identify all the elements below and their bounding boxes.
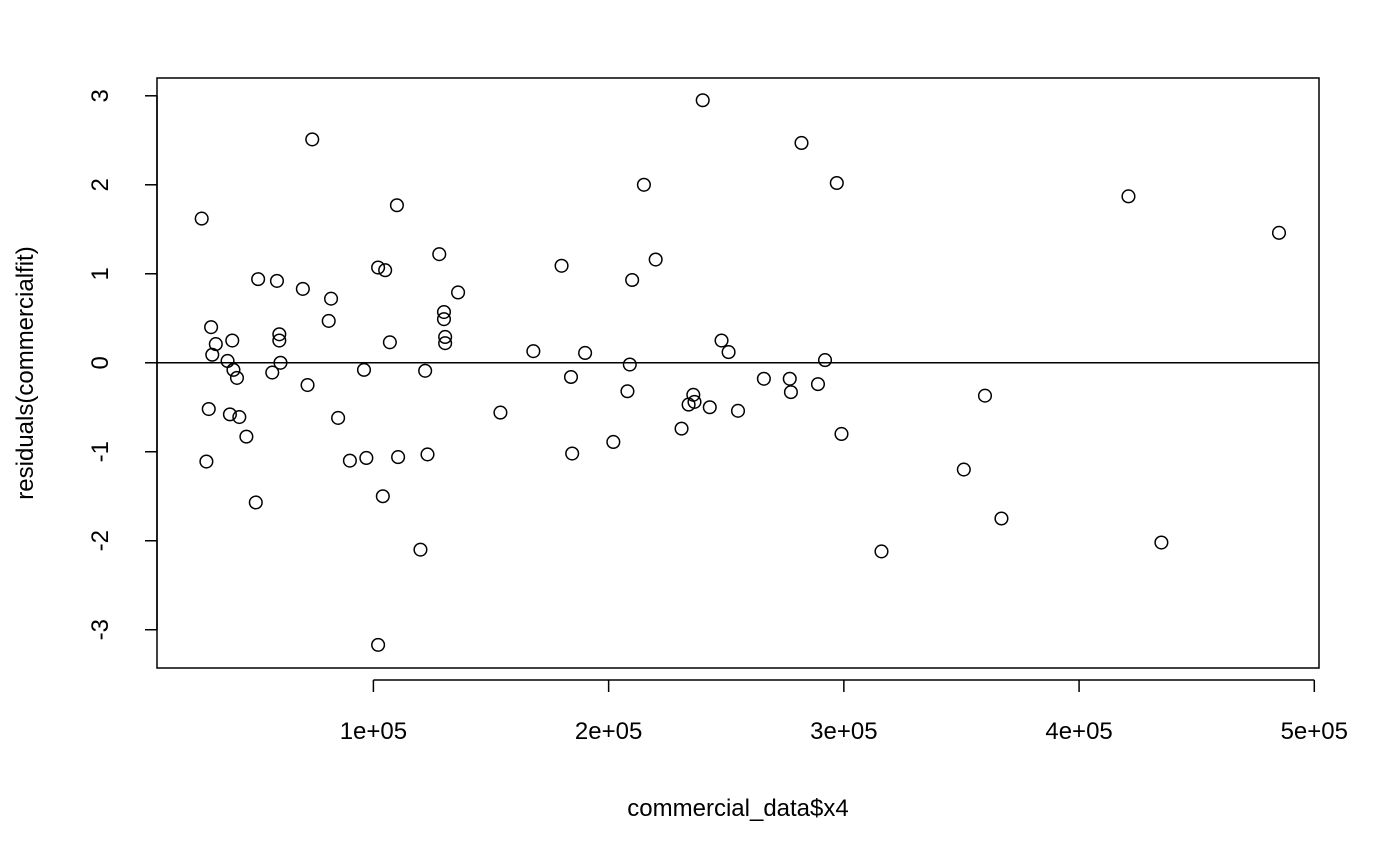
data-point (783, 385, 798, 400)
data-point (356, 362, 372, 377)
data-point (695, 93, 710, 108)
y-tick-label: -2 (87, 530, 114, 551)
data-point (1121, 189, 1136, 204)
data-point (239, 429, 254, 444)
data-point (606, 434, 621, 450)
data-point (438, 329, 453, 345)
data-point (702, 400, 717, 415)
y-axis-title: residuals(commercialfit) (12, 246, 39, 499)
data-point (620, 384, 635, 399)
data-point (321, 313, 336, 328)
y-tick-label: -1 (87, 441, 114, 462)
y-tick-label: 0 (87, 356, 114, 369)
y-tick-label: 1 (87, 267, 114, 280)
data-point (622, 357, 637, 372)
data-point (625, 272, 640, 288)
data-point (648, 252, 663, 267)
data-point (436, 304, 452, 320)
data-points (194, 93, 1287, 652)
x-axis-title: commercial_data$x4 (627, 795, 848, 822)
data-point (222, 407, 237, 422)
data-point (371, 637, 386, 652)
data-point (251, 272, 266, 287)
data-point (420, 447, 435, 462)
data-point (248, 495, 263, 510)
y-axis: -3 -2 -1 0 1 2 3 (87, 89, 158, 640)
data-point (834, 426, 849, 442)
x-tick-label: 3e+05 (810, 718, 877, 745)
data-point (674, 421, 689, 436)
x-tick-label: 5e+05 (1281, 718, 1348, 745)
data-point (295, 281, 310, 296)
data-point (721, 345, 736, 360)
data-point (305, 132, 320, 147)
data-point (226, 362, 241, 377)
data-point (225, 333, 240, 348)
data-point (371, 260, 386, 275)
data-point (389, 198, 404, 213)
data-point (730, 403, 746, 418)
data-point (199, 454, 214, 469)
data-point (194, 211, 209, 226)
x-tick-label: 1e+05 (340, 718, 407, 745)
data-point (565, 446, 580, 461)
data-point (324, 291, 339, 306)
data-point (1154, 535, 1169, 550)
data-point (272, 327, 287, 342)
x-axis: 1e+05 2e+05 3e+05 4e+05 5e+05 (340, 679, 1348, 745)
data-point (526, 344, 541, 359)
data-point (208, 337, 223, 352)
data-point (782, 371, 797, 386)
data-point (232, 409, 247, 425)
data-point (391, 450, 406, 465)
data-point (300, 377, 315, 393)
data-point (269, 273, 285, 288)
y-tick-label: 2 (87, 178, 114, 191)
x-tick-label: 4e+05 (1045, 718, 1112, 745)
data-point (810, 377, 826, 392)
y-tick-label: -3 (87, 619, 114, 640)
data-point (378, 263, 393, 278)
data-point (359, 450, 374, 466)
data-point (451, 285, 466, 300)
data-point (265, 365, 280, 380)
y-tick-label: 3 (87, 89, 114, 102)
data-point (563, 369, 579, 385)
data-point (382, 335, 397, 350)
data-point (273, 355, 288, 370)
data-point (554, 258, 569, 273)
data-point (438, 336, 453, 351)
data-point (432, 247, 447, 262)
x-tick-label: 2e+05 (575, 718, 642, 745)
data-point (874, 544, 889, 559)
data-point (687, 394, 702, 409)
data-point (436, 312, 452, 327)
plot-frame (156, 77, 1320, 669)
data-point (204, 320, 219, 335)
data-point (977, 388, 993, 403)
data-point (636, 177, 651, 192)
data-point (578, 345, 593, 361)
data-point (994, 511, 1009, 526)
data-point (817, 353, 833, 368)
data-point (220, 353, 235, 369)
data-point (418, 363, 433, 378)
data-point (331, 410, 346, 425)
data-point (229, 370, 245, 385)
data-point (493, 405, 508, 420)
data-point (956, 462, 971, 477)
data-point (1271, 225, 1287, 240)
data-point (829, 175, 844, 191)
data-point (756, 371, 771, 386)
data-point (714, 333, 729, 348)
data-point (342, 453, 357, 468)
data-point (201, 401, 216, 417)
data-point (413, 542, 428, 557)
data-point (794, 135, 809, 151)
data-point (686, 387, 701, 402)
data-point (375, 489, 390, 504)
data-point (272, 333, 287, 348)
